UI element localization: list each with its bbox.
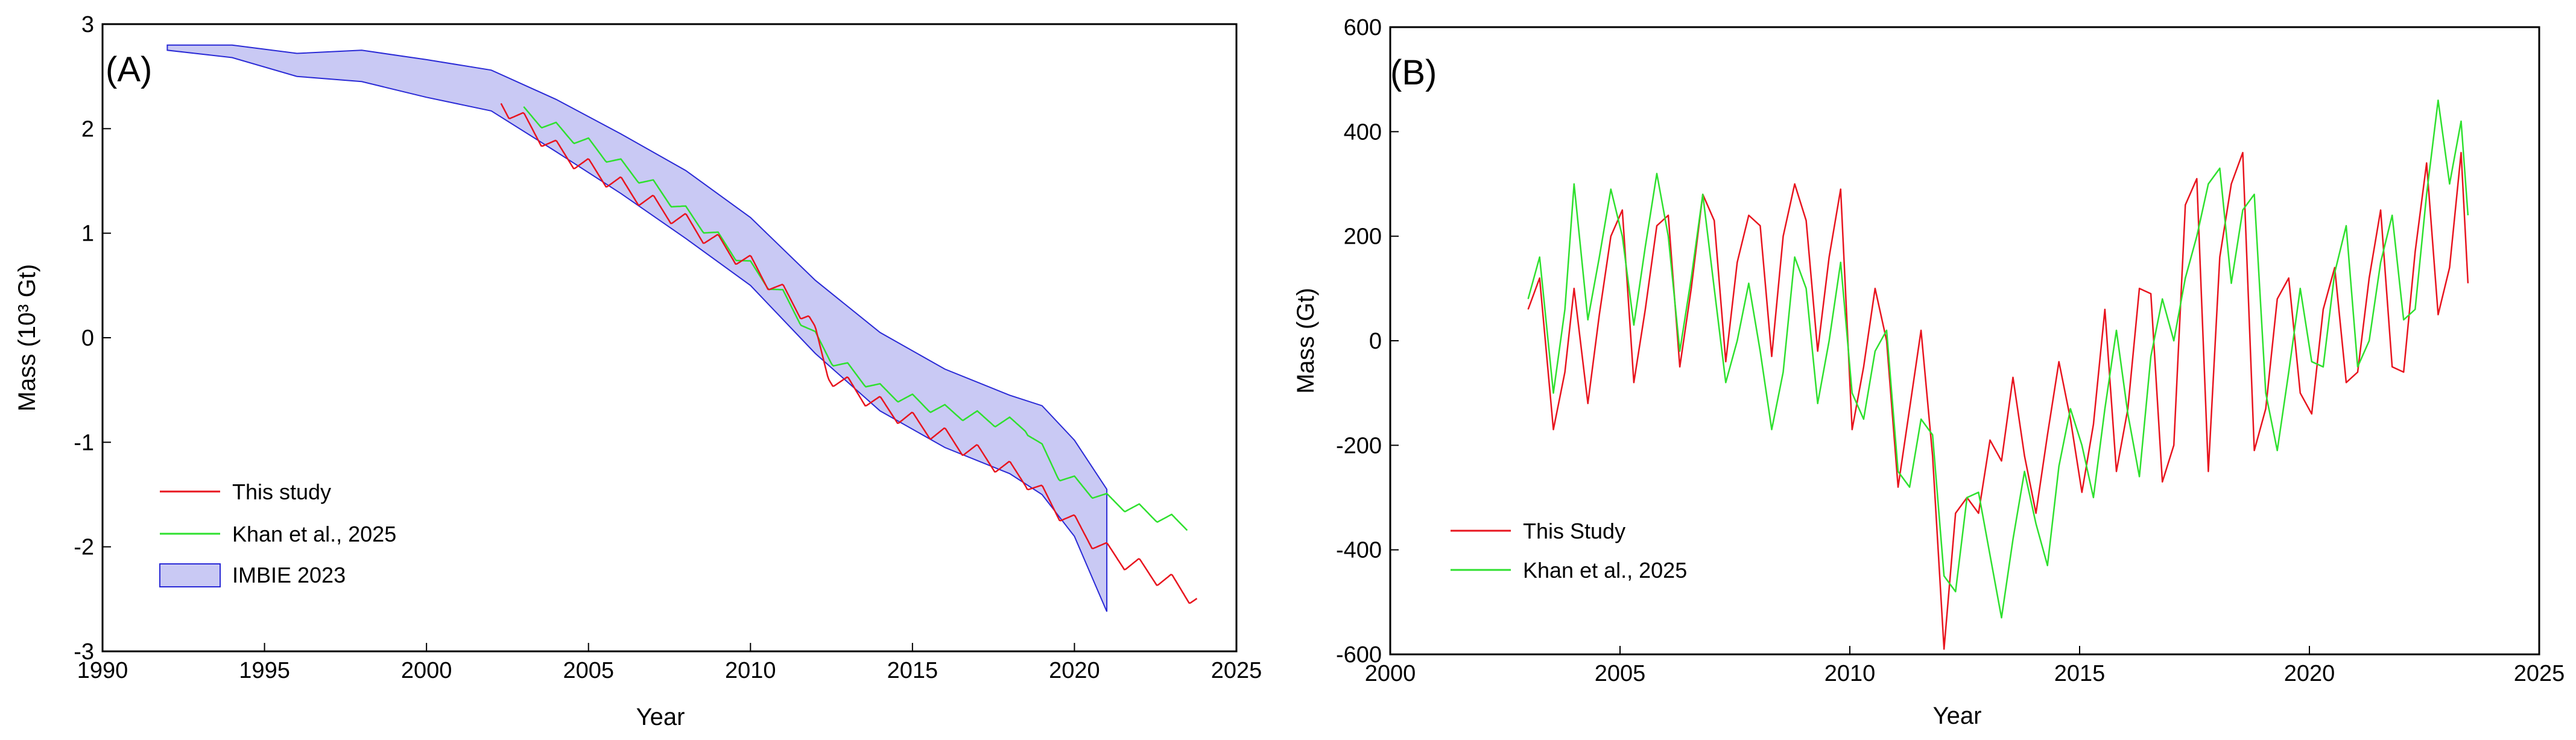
chart-a-y-axis-title: Mass (10³ Gt) — [14, 264, 40, 411]
chart-b-y-tick-label: 0 — [1369, 329, 1382, 354]
legend-label-khan: Khan et al., 2025 — [1523, 558, 1687, 583]
legend-label-khan: Khan et al., 2025 — [232, 522, 396, 546]
chart-a-series-layer — [500, 103, 1198, 604]
chart-a-x-tick-label: 2025 — [1211, 658, 1262, 683]
chart-b-y-tick-label: 400 — [1344, 119, 1382, 145]
chart-b-panel-label: (B) — [1390, 53, 1437, 92]
chart-b-y-tick-label: 200 — [1344, 224, 1382, 250]
chart-a-y-tick-label: 3 — [81, 12, 94, 37]
chart-b-x-tick-label: 2005 — [1595, 661, 1646, 686]
chart-b-y-tick-label: -600 — [1336, 642, 1382, 668]
chart-b-legend: This Study Khan et al., 2025 — [1451, 519, 1687, 583]
chart-b-x-axis-title: Year — [1933, 703, 1982, 729]
chart-a-y-tick-label: 0 — [81, 326, 94, 351]
chart-a-panel-label: (A) — [106, 50, 152, 89]
chart-a-y-axis: 3 2 1 0 -1 -2 -3 — [74, 12, 111, 665]
series-line-khan — [523, 106, 1188, 531]
chart-a-x-tick-label: 2005 — [563, 658, 614, 683]
chart-a: 1990 1995 2000 2005 2010 2015 2020 2025 3 2 1 0 -1 -… — [14, 12, 1262, 730]
series-line-this-study — [500, 103, 1198, 604]
legend-swatch-imbie — [159, 563, 221, 587]
legend-label-imbie: IMBIE 2023 — [232, 563, 346, 587]
chart-b-y-axis: 600 400 200 0 -200 -400 -600 — [1336, 15, 1399, 668]
chart-b-y-tick-label: 600 — [1344, 15, 1382, 40]
chart-a-y-tick-label: 1 — [81, 221, 94, 247]
legend-label-this-study: This Study — [1523, 519, 1625, 543]
chart-b-series-layer — [1527, 100, 2469, 650]
series-line-this-study — [1527, 151, 2469, 650]
chart-b-x-tick-label: 2015 — [2054, 661, 2106, 686]
imbie-band-layer — [166, 44, 1108, 612]
chart-b-y-axis-title: Mass (Gt) — [1293, 288, 1319, 394]
chart-b-y-tick-label: -400 — [1336, 538, 1382, 563]
imbie-2023-band — [166, 44, 1108, 612]
chart-b: 2000 2005 2010 2015 2020 2025 6004002000-200-… — [1293, 15, 2565, 729]
chart-b-x-tick-label: 2020 — [2284, 661, 2335, 686]
chart-a-y-tick-label: 2 — [81, 116, 94, 142]
chart-a-x-tick-label: 1990 — [77, 658, 128, 683]
chart-b-x-axis: 2000 2005 2010 2015 2020 2025 — [1365, 646, 2565, 686]
chart-b-x-tick-label: 2025 — [2514, 661, 2565, 686]
chart-b-x-tick-label: 2000 — [1365, 661, 1416, 686]
chart-a-x-axis: 1990 1995 2000 2005 2010 2015 2020 2025 — [77, 643, 1262, 683]
chart-a-x-axis-title: Year — [636, 704, 685, 730]
chart-a-x-tick-label: 1995 — [239, 658, 290, 683]
chart-a-x-tick-label: 2015 — [887, 658, 938, 683]
chart-a-y-tick-label: -1 — [74, 430, 94, 455]
legend-label-this-study: This study — [232, 479, 331, 504]
chart-a-x-tick-label: 2000 — [401, 658, 452, 683]
chart-b-y-tick-label: -200 — [1336, 433, 1382, 458]
chart-a-x-tick-label: 2010 — [725, 658, 776, 683]
chart-a-legend: This study Khan et al., 2025 IMBIE 2023 — [159, 479, 396, 587]
chart-a-y-tick-label: -2 — [74, 535, 94, 560]
chart-b-x-tick-label: 2010 — [1824, 661, 1876, 686]
chart-a-y-tick-label: -3 — [74, 639, 94, 665]
chart-a-x-tick-label: 2020 — [1049, 658, 1100, 683]
series-line-khan — [1527, 100, 2469, 619]
